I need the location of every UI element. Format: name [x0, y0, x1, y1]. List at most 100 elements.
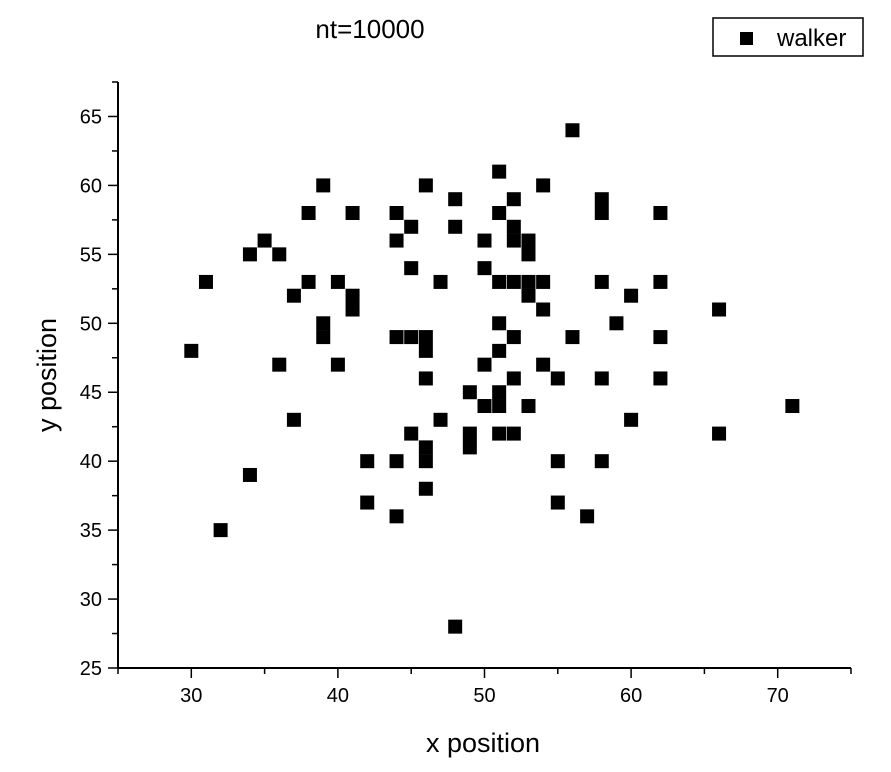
- data-point: [653, 371, 668, 386]
- data-point: [389, 205, 404, 220]
- data-point: [712, 302, 727, 317]
- y-tick-label: 65: [80, 106, 102, 128]
- data-point: [316, 316, 331, 331]
- data-point: [272, 357, 287, 372]
- data-point: [389, 330, 404, 345]
- data-point: [184, 343, 199, 358]
- data-point: [785, 399, 800, 414]
- data-point: [316, 178, 331, 193]
- data-point: [594, 454, 609, 469]
- data-point: [506, 219, 521, 234]
- data-point: [506, 274, 521, 289]
- data-point: [536, 302, 551, 317]
- data-point: [286, 412, 301, 427]
- data-point: [653, 205, 668, 220]
- data-point: [242, 247, 257, 262]
- x-axis-label: x position: [426, 728, 540, 758]
- data-point: [360, 454, 375, 469]
- data-point: [594, 274, 609, 289]
- y-tick-label: 25: [80, 658, 102, 680]
- data-point: [418, 343, 433, 358]
- data-point: [712, 426, 727, 441]
- data-point: [301, 274, 316, 289]
- data-point: [448, 192, 463, 207]
- legend: walker: [712, 17, 864, 57]
- data-point: [477, 233, 492, 248]
- data-point: [580, 509, 595, 524]
- data-point: [462, 440, 477, 455]
- data-point: [301, 205, 316, 220]
- legend-marker: [740, 32, 753, 45]
- y-tick-label: 45: [80, 382, 102, 404]
- data-point: [286, 288, 301, 303]
- data-point: [492, 164, 507, 179]
- data-point: [506, 233, 521, 248]
- data-point: [418, 481, 433, 496]
- data-point: [492, 343, 507, 358]
- data-point: [506, 371, 521, 386]
- data-point: [550, 454, 565, 469]
- data-point: [550, 495, 565, 510]
- data-point: [330, 357, 345, 372]
- data-point: [433, 274, 448, 289]
- data-point: [389, 509, 404, 524]
- x-tick-label: 30: [180, 685, 202, 707]
- data-point: [433, 412, 448, 427]
- data-point: [477, 261, 492, 276]
- data-point: [213, 523, 228, 538]
- data-point: [521, 274, 536, 289]
- y-axis-ticks: 25 30 35 40 45 50 55 60 65: [80, 81, 118, 680]
- data-point: [492, 399, 507, 414]
- x-tick-label: 70: [767, 685, 789, 707]
- data-point: [462, 426, 477, 441]
- data-point: [521, 399, 536, 414]
- data-point: [653, 330, 668, 345]
- data-point: [404, 219, 419, 234]
- data-point: [506, 426, 521, 441]
- data-point: [448, 619, 463, 634]
- data-point: [198, 274, 213, 289]
- data-point: [418, 178, 433, 193]
- data-point: [594, 192, 609, 207]
- data-point: [565, 123, 580, 138]
- data-point: [477, 399, 492, 414]
- data-point: [594, 371, 609, 386]
- data-points: [184, 123, 800, 634]
- y-tick-label: 35: [80, 520, 102, 542]
- data-point: [609, 316, 624, 331]
- data-point: [316, 330, 331, 345]
- legend-box: [712, 17, 864, 57]
- data-point: [492, 316, 507, 331]
- x-tick-label: 50: [473, 685, 495, 707]
- data-point: [492, 426, 507, 441]
- data-point: [345, 302, 360, 317]
- data-point: [521, 288, 536, 303]
- data-point: [345, 205, 360, 220]
- chart-title: nt=10000: [315, 14, 424, 44]
- data-point: [521, 233, 536, 248]
- data-point: [536, 357, 551, 372]
- data-point: [624, 288, 639, 303]
- data-point: [418, 454, 433, 469]
- data-point: [418, 371, 433, 386]
- y-tick-label: 60: [80, 175, 102, 197]
- y-tick-label: 30: [80, 589, 102, 611]
- y-axis-label: y position: [32, 318, 62, 432]
- data-point: [521, 247, 536, 262]
- data-point: [536, 274, 551, 289]
- data-point: [389, 454, 404, 469]
- legend-label: walker: [776, 25, 846, 52]
- data-point: [492, 274, 507, 289]
- data-point: [345, 288, 360, 303]
- data-point: [360, 495, 375, 510]
- x-tick-label: 40: [327, 685, 349, 707]
- data-point: [418, 330, 433, 345]
- data-point: [404, 426, 419, 441]
- data-point: [653, 274, 668, 289]
- data-point: [404, 330, 419, 345]
- data-point: [462, 385, 477, 400]
- data-point: [257, 233, 272, 248]
- data-point: [477, 357, 492, 372]
- y-tick-label: 50: [80, 313, 102, 335]
